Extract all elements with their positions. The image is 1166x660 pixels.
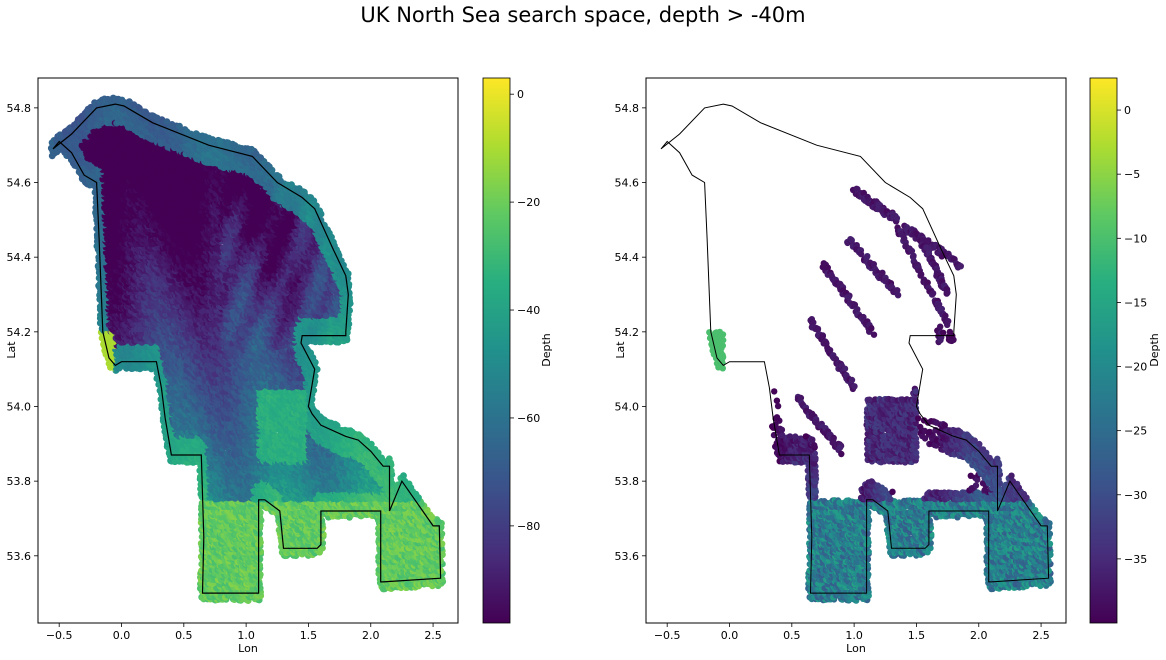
depth-point <box>256 580 263 588</box>
depth-point <box>318 414 326 422</box>
figure-suptitle: UK North Sea search space, depth > -40m <box>360 3 805 27</box>
depth-scatter-all <box>47 94 447 604</box>
depth-point <box>400 472 407 480</box>
depth-point <box>428 513 436 521</box>
depth-point <box>435 518 442 526</box>
depth-point <box>357 432 364 440</box>
depth-point <box>363 437 371 444</box>
left-panel-all-depths: −0.5 0.0 0.5 1.0 1.5 2.0 2.5 53.653.854.054.25… <box>5 77 553 655</box>
depth-point <box>333 422 341 430</box>
depth-point <box>327 419 335 427</box>
depth-point <box>412 490 420 498</box>
depth-point <box>385 455 393 463</box>
depth-point <box>348 428 356 436</box>
